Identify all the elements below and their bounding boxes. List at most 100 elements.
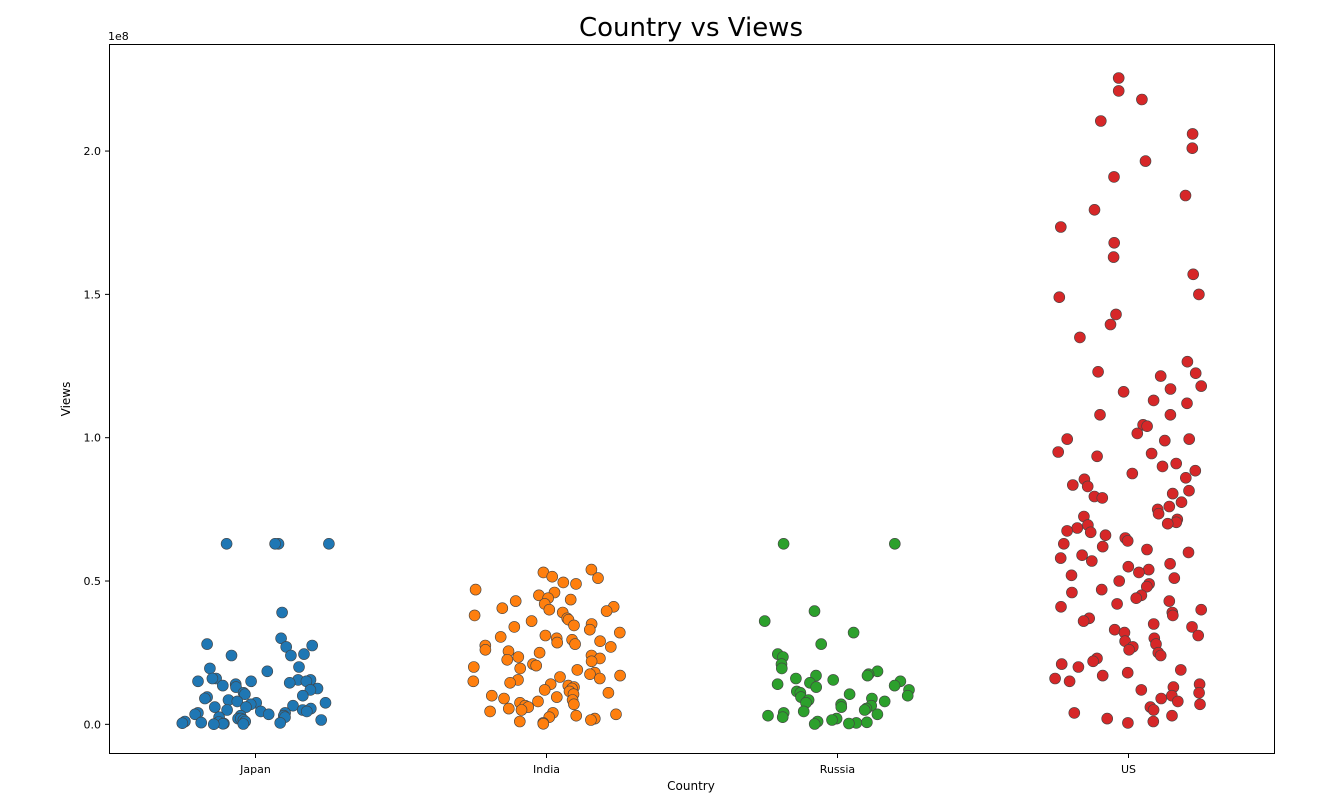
data-point [1112,85,1125,97]
data-point [209,701,221,713]
data-point [269,537,281,550]
data-point [564,593,577,606]
data-point [1187,268,1199,281]
data-point [261,665,274,678]
y-axis-offset-label: 1e8 [108,30,129,43]
data-point [285,649,297,662]
data-point [1061,525,1073,537]
data-point [1179,189,1192,202]
data-point [1091,450,1103,463]
data-point [1065,569,1078,582]
data-point [571,664,584,676]
x-tick-label: India [533,763,560,776]
data-point [610,708,622,721]
data-point [1147,394,1160,407]
data-point [592,572,604,584]
data-point [1141,580,1153,593]
data-point [614,669,626,682]
data-point [296,689,309,702]
data-point [1104,318,1117,331]
data-point [1131,427,1144,440]
data-point [1055,658,1068,670]
data-point [240,701,252,713]
data-point [245,675,257,688]
data-point [298,648,310,660]
data-point [1052,446,1064,458]
data-point [568,619,580,632]
data-point [513,715,526,728]
data-point [1099,529,1112,542]
data-point [319,696,332,709]
data-point [1121,535,1134,547]
data-point [1164,408,1177,421]
data-point [306,639,319,652]
y-tick-label: 0.0 [84,718,102,731]
data-point [771,678,784,691]
data-point [1123,643,1135,656]
data-point [1077,615,1090,627]
data-point [225,649,238,662]
data-point [274,717,287,729]
data-point [1167,609,1179,622]
y-tick-label: 0.5 [84,575,102,588]
data-point [790,672,802,685]
data-point [600,605,613,617]
data-point [1186,142,1199,154]
data-point [901,689,914,702]
data-point [514,662,527,675]
data-point [1166,487,1179,500]
data-point [546,570,559,583]
data-point [1122,717,1134,729]
data-point [1194,698,1206,711]
data-point [1181,397,1193,410]
data-point [835,701,848,713]
data-point [1168,572,1181,584]
data-point [262,708,275,721]
data-point [758,615,771,627]
data-point [1195,380,1207,392]
data-point [1170,457,1182,470]
data-point [762,709,774,722]
data-point [1193,686,1205,699]
data-point [1112,72,1125,84]
data-point [1054,552,1067,564]
data-point [501,653,514,666]
data-point [604,641,617,653]
data-point [1186,621,1198,633]
data-point [323,537,335,550]
data-point [485,689,498,702]
data-point [1096,669,1109,682]
data-point [1195,603,1207,616]
data-point [1141,420,1153,433]
data-point [530,659,543,672]
data-point [1175,664,1187,676]
data-point [776,711,789,724]
data-point [1084,526,1097,539]
data-point [484,705,496,718]
data-point [613,626,626,639]
data-point [584,668,596,681]
data-point [275,632,287,645]
data-point [775,662,788,675]
data-point [888,679,901,692]
data-point [1053,291,1066,304]
data-point [1135,684,1148,696]
data-point [888,537,901,550]
data-point [826,714,838,726]
data-point [551,636,564,649]
data-point [509,595,522,607]
data-point [1163,500,1176,513]
data-point [568,698,580,711]
data-point [467,675,480,688]
data-point [1108,237,1120,249]
data-point [1161,517,1174,530]
data-point [1147,704,1160,716]
data-point [1095,115,1107,127]
data-point [199,692,211,705]
data-point [533,646,546,659]
series-india [467,563,626,730]
data-point [1156,460,1169,473]
data-point [498,692,510,705]
y-tick-label: 2.0 [84,145,102,158]
data-point [1095,583,1108,596]
